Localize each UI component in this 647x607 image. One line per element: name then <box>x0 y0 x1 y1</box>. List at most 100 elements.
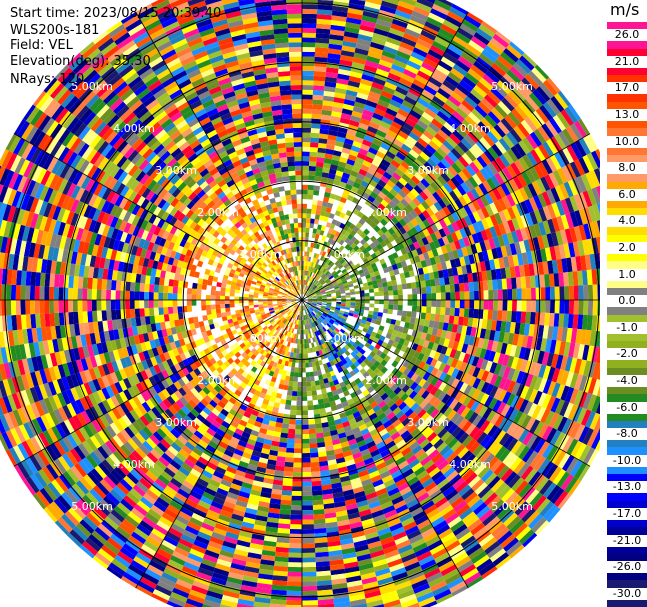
velocity-gate <box>383 195 392 204</box>
velocity-gate <box>328 168 337 175</box>
velocity-gate <box>440 285 446 293</box>
velocity-gate <box>355 43 370 51</box>
velocity-gate <box>394 9 412 20</box>
velocity-gate <box>369 296 375 300</box>
velocity-gate <box>292 472 302 477</box>
velocity-gate <box>287 576 302 582</box>
velocity-gate <box>310 290 315 295</box>
velocity-gate <box>507 90 522 106</box>
velocity-gate <box>323 269 329 275</box>
velocity-gate <box>406 282 412 289</box>
velocity-gate <box>366 55 381 64</box>
velocity-gate <box>507 111 521 126</box>
velocity-gate <box>388 125 400 135</box>
velocity-gate <box>292 486 302 492</box>
velocity-gate <box>302 590 318 596</box>
velocity-gate <box>324 257 329 264</box>
velocity-gate <box>453 316 460 325</box>
velocity-gate <box>362 109 374 117</box>
velocity-gate <box>317 265 322 271</box>
velocity-gate <box>360 19 377 28</box>
velocity-gate <box>293 462 302 468</box>
velocity-gate <box>473 281 479 291</box>
velocity-gate <box>331 10 348 18</box>
velocity-gate <box>364 199 373 207</box>
velocity-gate <box>315 33 330 39</box>
velocity-gate <box>362 267 369 273</box>
velocity-gate <box>366 264 373 271</box>
velocity-gate <box>314 66 327 72</box>
velocity-gate <box>381 50 397 60</box>
velocity-gate <box>392 184 402 194</box>
velocity-gate <box>341 147 351 155</box>
velocity-gate <box>349 0 366 6</box>
velocity-gate <box>383 286 389 292</box>
velocity-gate <box>328 213 335 219</box>
velocity-gate <box>351 165 361 173</box>
velocity-gate <box>345 21 361 30</box>
velocity-gate <box>322 167 330 174</box>
velocity-gate <box>380 0 383 1</box>
velocity-gate <box>402 122 414 132</box>
velocity-gate <box>537 161 549 177</box>
velocity-gate <box>545 300 551 313</box>
velocity-gate <box>346 85 359 93</box>
velocity-gate <box>496 185 507 199</box>
velocity-gate <box>435 307 441 315</box>
velocity-gate <box>525 95 540 111</box>
velocity-gate <box>387 254 395 261</box>
velocity-gate <box>340 275 346 280</box>
velocity-gate <box>369 303 375 308</box>
velocity-gate <box>302 165 309 171</box>
velocity-gate <box>325 222 332 228</box>
velocity-gate <box>285 457 294 463</box>
velocity-gate <box>459 79 474 93</box>
velocity-gate <box>324 191 331 198</box>
velocity-gate <box>531 110 546 127</box>
velocity-gate <box>368 214 376 222</box>
velocity-gate <box>461 19 479 32</box>
velocity-gate <box>393 304 399 311</box>
velocity-gate <box>378 146 389 155</box>
velocity-gate <box>517 173 528 188</box>
velocity-gate <box>321 114 332 121</box>
velocity-gate <box>319 279 325 284</box>
velocity-gate <box>525 168 536 183</box>
velocity-gate <box>478 309 484 319</box>
velocity-gate <box>502 289 508 300</box>
velocity-gate <box>307 194 314 200</box>
velocity-gate <box>573 300 579 315</box>
velocity-gate <box>383 112 396 122</box>
velocity-gate <box>327 134 337 141</box>
velocity-gate <box>426 300 432 307</box>
velocity-gate <box>465 164 476 177</box>
velocity-gate <box>486 130 499 144</box>
velocity-gate <box>450 148 462 160</box>
velocity-gate <box>328 48 342 55</box>
velocity-gate <box>431 300 437 307</box>
velocity-gate <box>475 56 492 71</box>
velocity-gate <box>331 251 337 257</box>
velocity-gate <box>402 215 411 224</box>
velocity-gate <box>559 286 565 300</box>
velocity-gate <box>305 270 309 276</box>
velocity-gate <box>294 438 302 444</box>
velocity-gate <box>549 117 562 134</box>
velocity-gate <box>406 60 422 71</box>
velocity-gate <box>408 55 424 67</box>
velocity-gate <box>528 70 543 87</box>
velocity-gate <box>328 43 343 51</box>
velocity-gate <box>303 265 306 271</box>
velocity-gate <box>321 281 326 286</box>
velocity-gate <box>545 287 551 300</box>
velocity-gate <box>461 99 475 112</box>
velocity-gate <box>303 270 306 276</box>
velocity-gate <box>504 180 515 194</box>
velocity-gate <box>388 290 394 296</box>
velocity-gate <box>521 300 527 312</box>
velocity-gate <box>297 381 302 387</box>
velocity-gate <box>468 308 474 318</box>
velocity-gate <box>410 235 418 244</box>
velocity-gate <box>308 287 312 292</box>
velocity-gate <box>414 232 422 242</box>
